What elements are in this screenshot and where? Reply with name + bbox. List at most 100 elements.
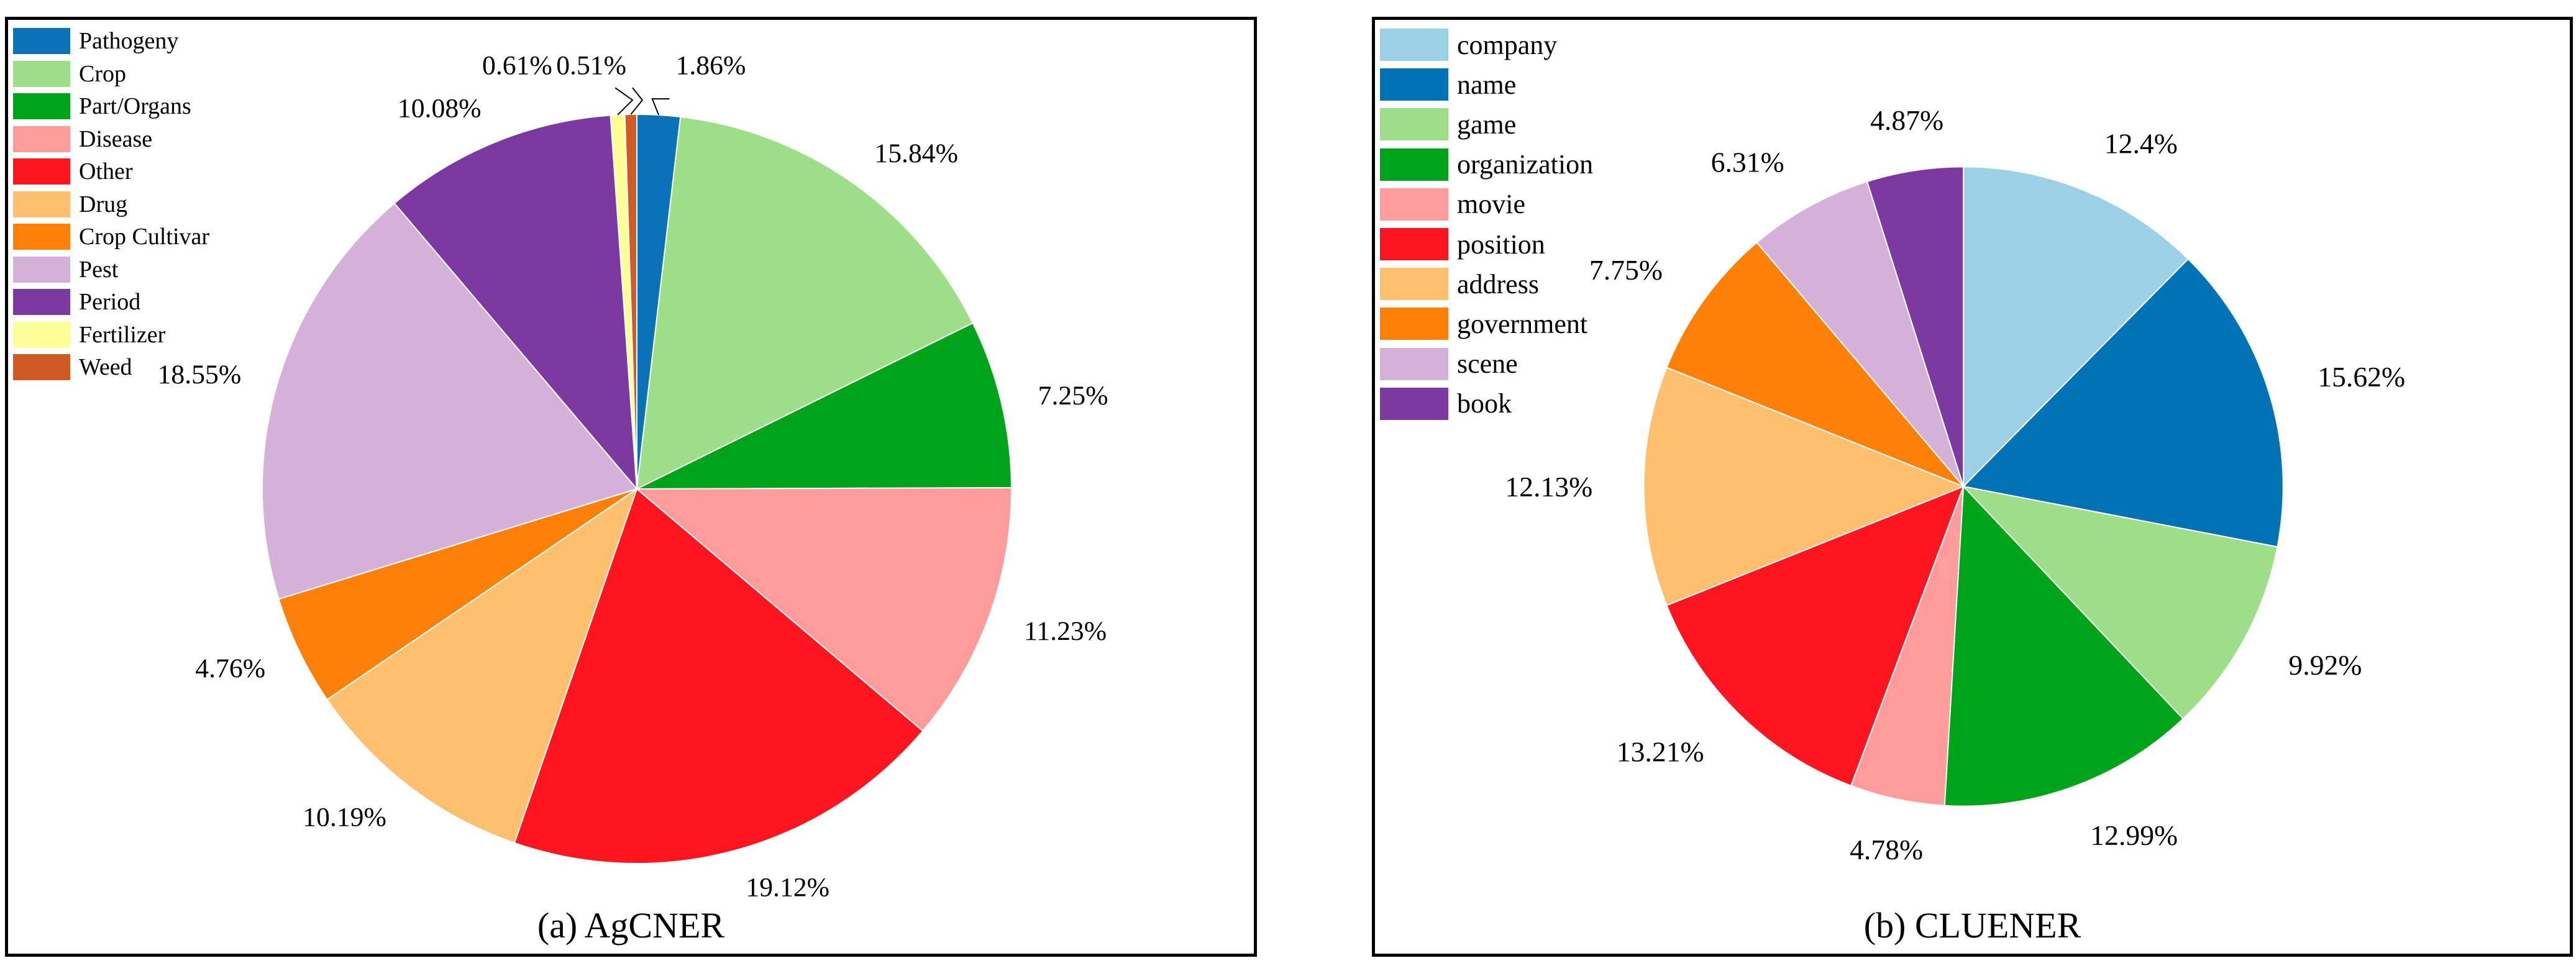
pie-label-crop-cultivar: 4.76%: [195, 654, 265, 683]
pie-slice-weed: [624, 113, 637, 490]
legend-swatch: [13, 60, 70, 87]
pie-slice-address: [1643, 367, 1965, 606]
pie-label-crop: 15.84%: [874, 139, 958, 168]
legend-swatch: [1380, 308, 1448, 340]
legend-item-crop: Crop: [13, 58, 209, 91]
legend-item-other: Other: [13, 155, 209, 188]
legend-label: address: [1457, 268, 1539, 299]
pie-slice-disease: [635, 487, 1012, 732]
pie-slice-part-organs: [636, 322, 1012, 490]
pie-slice-crop-cultivar: [278, 488, 637, 701]
legend-label: name: [1457, 69, 1517, 100]
legend-swatch: [13, 256, 70, 283]
legend-item-drug: Drug: [13, 188, 209, 221]
pie-slice-crop: [636, 116, 974, 490]
leader-line: [614, 87, 634, 116]
legend-label: Period: [79, 289, 141, 316]
pie-label-company: 12.4%: [2104, 128, 2178, 160]
legend-swatch: [13, 321, 70, 348]
legend-label: company: [1457, 29, 1558, 60]
pie-slice-pest: [261, 202, 638, 600]
legend-item-crop-cultivar: Crop Cultivar: [13, 221, 209, 253]
pie-label-period: 10.08%: [398, 94, 482, 124]
cluener-caption: (b) CLUENER: [1863, 905, 2081, 946]
legend-item-organization: organization: [1380, 145, 1593, 185]
legend-item-part-organs: Part/Organs: [13, 90, 209, 123]
pie-label-fertilizer: 0.61%: [482, 50, 552, 80]
leader-line: [630, 87, 644, 115]
pie-label-name: 15.62%: [2318, 361, 2405, 393]
pie-label-government: 7.75%: [1589, 254, 1663, 286]
agcner-pie-chart: 1.86% 15.84% 7.25% 11.23% 19.12% 10.19% 4.76% 1…: [158, 50, 1108, 903]
legend-item-period: Period: [13, 286, 209, 319]
legend-label: book: [1457, 388, 1512, 419]
pie-label-pest: 18.55%: [158, 360, 242, 390]
pie-slice-drug: [326, 487, 638, 844]
pie-label-other: 19.12%: [746, 873, 829, 903]
legend-label: Disease: [79, 125, 153, 152]
legend-item-movie: movie: [1380, 185, 1593, 224]
legend-swatch: [13, 125, 70, 152]
pie-slice-book: [1866, 166, 1965, 487]
legend-label: Drug: [79, 191, 128, 217]
pie-slice-organization: [1943, 485, 2184, 807]
pie-label-address: 12.13%: [1505, 471, 1592, 503]
legend-swatch: [1380, 29, 1448, 62]
legend-item-company: company: [1380, 25, 1593, 65]
legend-swatch: [13, 158, 70, 185]
pie-label-weed: 0.51%: [556, 50, 626, 80]
pie-label-organization: 12.99%: [2090, 819, 2178, 851]
pie-slice-company: [1963, 166, 2190, 488]
cluener-legend: company name game organization movie position…: [1380, 25, 1593, 424]
legend-item-pest: Pest: [13, 253, 209, 286]
pie-label-game: 9.92%: [2288, 649, 2362, 681]
legend-swatch: [1380, 188, 1448, 221]
legend-label: government: [1457, 308, 1588, 339]
legend-item-disease: Disease: [13, 123, 209, 156]
legend-item-weed: Weed: [13, 351, 209, 384]
legend-label: Fertilizer: [79, 321, 166, 348]
pie-slice-position: [1666, 485, 1965, 787]
legend-label: Crop Cultivar: [79, 224, 210, 250]
legend-label: organization: [1457, 149, 1594, 180]
legend-swatch: [13, 289, 70, 316]
legend-label: Pest: [79, 256, 119, 283]
pie-label-part-organs: 7.25%: [1038, 381, 1108, 411]
pie-label-scene: 6.31%: [1711, 146, 1784, 178]
pie-label-disease: 11.23%: [1024, 616, 1107, 646]
legend-label: Weed: [79, 354, 132, 381]
legend-item-name: name: [1380, 65, 1593, 104]
legend-swatch: [13, 224, 70, 250]
pie-slice-period: [393, 114, 638, 491]
legend-item-position: position: [1380, 224, 1593, 264]
legend-swatch: [13, 93, 70, 120]
legend-item-address: address: [1380, 264, 1593, 304]
pie-slice-other: [513, 488, 924, 864]
legend-item-fertilizer: Fertilizer: [13, 319, 209, 352]
legend-swatch: [13, 354, 70, 381]
cluener-pie-chart: 12.4% 15.62% 9.92% 12.99% 4.78% 13.21% 12.13% 7…: [1505, 104, 2405, 865]
legend-label: game: [1457, 109, 1517, 140]
pie-slice-government: [1666, 241, 1964, 487]
pie-slice-scene: [1756, 181, 1965, 487]
legend-item-pathogeny: Pathogeny: [13, 25, 209, 58]
pie-label-movie: 4.78%: [1850, 834, 1923, 865]
legend-swatch: [1380, 228, 1448, 261]
pie-label-book: 4.87%: [1870, 104, 1943, 136]
agcner-caption: (a) AgCNER: [537, 905, 725, 946]
agcner-legend: Pathogeny Crop Part/Organs Disease Other Drug…: [13, 25, 209, 384]
legend-label: movie: [1457, 189, 1525, 220]
legend-item-government: government: [1380, 304, 1593, 344]
legend-label: Part/Organs: [79, 93, 191, 120]
legend-item-book: book: [1380, 384, 1593, 424]
pie-slice-movie: [1850, 486, 1965, 806]
legend-label: Pathogeny: [79, 28, 179, 55]
legend-label: Crop: [79, 60, 126, 87]
legend-label: position: [1457, 229, 1545, 260]
legend-swatch: [1380, 347, 1448, 380]
legend-swatch: [1380, 387, 1448, 420]
agcner-chart-panel: 1.86% 15.84% 7.25% 11.23% 19.12% 10.19% 4.76% 1…: [5, 17, 1257, 957]
legend-swatch: [1380, 108, 1448, 141]
pie-slice-name: [1962, 258, 2284, 548]
pie-label-drug: 10.19%: [303, 803, 386, 832]
